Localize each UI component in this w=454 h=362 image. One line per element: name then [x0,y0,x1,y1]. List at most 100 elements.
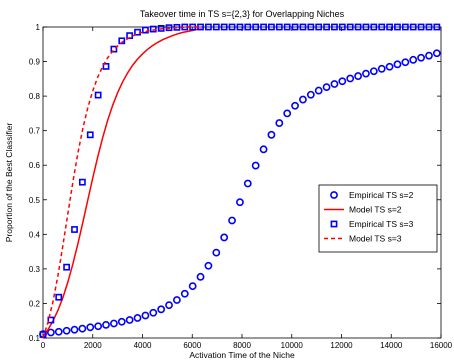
square-marker [71,226,78,233]
circle-marker [54,327,63,336]
circle-marker [291,101,299,110]
square-marker [346,23,354,31]
square-marker [315,23,323,31]
square-marker [252,23,260,31]
square-marker [354,23,362,31]
circle-marker [369,67,378,76]
legend-entry: Model TS s=2 [324,205,402,215]
circle-marker [133,314,142,322]
circle-marker [188,282,197,291]
circle-marker [165,301,173,310]
x-tick-label: 0 [41,341,46,350]
y-axis-title: Proportion of the Best Classifier [4,123,14,243]
y-tick-label: 1 [36,23,41,32]
circle-marker [259,145,268,154]
square-marker [386,23,393,31]
legend-label: Empirical TS s=3 [349,219,414,229]
legend-label: Empirical TS s=2 [349,190,414,200]
circle-marker [306,90,315,99]
plot-area: 0 2000 4000 6000 8000 10000 12000 14000 16000 0.1… [29,23,453,350]
series-1 [39,49,441,339]
square-marker [55,293,63,301]
legend: Empirical TS s=2 Model TS s=2 Empirical TS… [318,184,438,253]
circle-marker [322,83,331,92]
circle-marker [330,191,338,199]
x-tick-label: 8000 [233,341,251,350]
square-marker [409,23,417,31]
series-2 [42,28,203,337]
legend-entry: Empirical TS s=3 [330,219,414,229]
y-tick-label: 0.4 [29,230,41,239]
circle-marker [425,51,433,60]
square-marker [330,220,338,228]
series-4 [42,26,203,339]
circle-marker [267,130,276,139]
square-marker [134,28,141,36]
circle-marker [204,261,213,270]
circle-marker [275,119,284,127]
y-tick-label: 0.7 [29,127,41,136]
x-tick-label: 10000 [281,341,304,350]
x-tick-label: 16000 [430,341,453,350]
x-tick-label: 6000 [183,341,201,350]
circle-marker [220,233,229,242]
circle-marker [173,296,181,304]
series-line [42,28,203,337]
square-marker [331,23,338,31]
circle-marker [109,319,118,328]
square-marker [299,23,307,31]
y-tick-label: 0.8 [29,92,41,101]
square-marker [378,23,386,31]
square-marker [205,23,212,31]
circle-marker [141,311,150,320]
circle-marker [432,49,441,58]
legend-label: Model TS s=3 [349,234,402,244]
circle-marker [362,69,370,78]
circle-marker [338,77,347,86]
circle-marker [102,320,110,329]
circle-marker [125,316,134,324]
circle-marker [393,60,402,69]
legend-entry: Model TS s=3 [324,234,402,244]
legend-entry: Empirical TS s=2 [330,190,414,200]
chart-title: Takeover time in TS s={2,3} for Overlapp… [140,9,345,19]
circle-marker [62,326,71,335]
circle-marker [117,317,126,326]
square-marker [78,178,86,186]
square-marker [370,23,378,31]
square-marker [236,23,244,31]
circle-marker [243,179,252,188]
circle-marker [354,72,362,80]
square-marker [142,26,149,34]
square-marker [220,23,228,31]
square-marker [228,23,236,31]
legend-box [318,184,438,253]
circle-marker [196,272,205,281]
circle-marker [157,305,166,314]
x-tick-label: 12000 [330,341,353,350]
circle-marker [346,74,355,83]
square-marker [283,23,291,31]
square-marker [260,23,267,31]
x-tick-label: 14000 [380,341,403,350]
y-tick-label: 0.2 [29,299,41,308]
circle-marker [70,325,79,334]
y-tick-label: 0.9 [29,58,41,67]
square-marker [94,91,102,99]
circle-marker [149,308,158,317]
square-marker [268,23,275,31]
circle-marker [314,86,323,95]
circle-marker [377,64,386,73]
circle-marker [212,248,221,257]
circle-marker [401,58,410,67]
square-marker [165,24,173,32]
circle-marker [251,161,260,170]
series-line [42,26,203,339]
square-marker [425,23,433,31]
circle-marker [417,53,425,62]
square-marker [63,263,71,271]
square-marker [323,23,330,31]
square-marker [157,24,165,32]
square-marker [212,23,220,31]
